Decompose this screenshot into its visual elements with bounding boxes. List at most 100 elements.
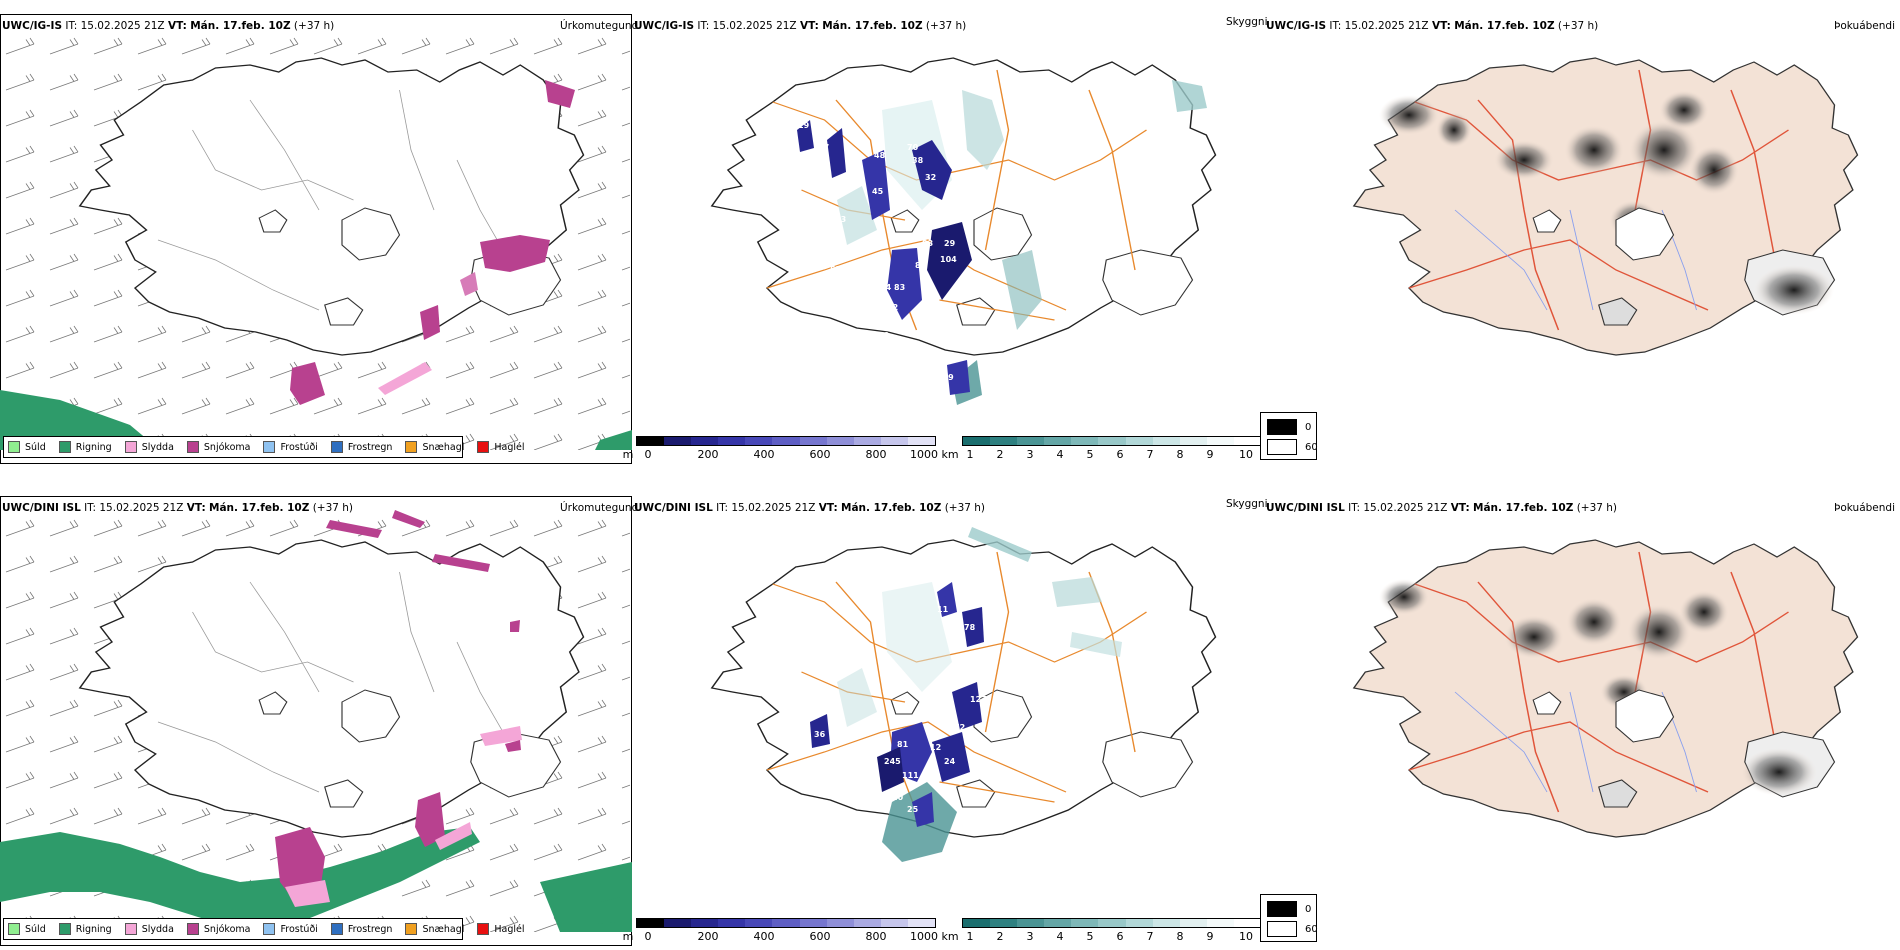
ceiling-value-label: 12	[787, 131, 798, 140]
fog-legend: 0 60	[1260, 894, 1318, 942]
panel-title: UWC/DINI ISL IT: 15.02.2025 21Z VT: Mán.…	[1266, 502, 1618, 514]
fog-panel-top: UWC/IG-IS IT: 15.02.2025 21Z VT: Mán. 17…	[1260, 0, 1896, 460]
legend-item: Snjókoma	[186, 441, 251, 453]
colorbar-tick: 2	[996, 448, 1004, 461]
ceiling-value-label: 84	[880, 283, 892, 292]
legend-swatch	[263, 923, 276, 935]
visibility-colorbar-bar	[962, 436, 1262, 446]
ceiling-value-label: 127	[970, 695, 987, 704]
ceiling-value-label: 104	[940, 255, 957, 264]
colorbar-tick: 800	[865, 448, 887, 461]
legend-swatch	[477, 923, 490, 935]
ceiling-value-label: 29	[944, 239, 956, 248]
legend-swatch	[263, 441, 276, 453]
legend-label: Haglél	[494, 441, 525, 453]
legend-item: Haglél	[477, 441, 525, 453]
legend-swatch	[186, 441, 199, 453]
ceiling-value-label: 10	[962, 670, 974, 679]
panel-title: UWC/IG-IS IT: 15.02.2025 21Z VT: Mán. 17…	[2, 20, 335, 32]
legend-item: Frostúði	[263, 923, 318, 935]
legend-item: Snjókoma	[186, 923, 251, 935]
ceiling-value-label: 18	[906, 863, 918, 872]
ceiling-colorbar: m 0 200 400 600 800 1000	[623, 436, 938, 462]
legend-label: Frostregn	[347, 923, 393, 935]
fog-map-top	[1353, 57, 1859, 356]
legend-swatch	[405, 923, 418, 935]
colorbar-tick: 0	[644, 448, 652, 461]
colorbar-tick: 200	[697, 930, 719, 943]
ceiling-value-label: 29	[942, 617, 954, 626]
fog-legend-item: 0	[1267, 419, 1311, 435]
legend-item: Frostúði	[263, 441, 318, 453]
ceiling-value-label: 11	[937, 605, 949, 614]
legend-label: Frostúði	[280, 923, 318, 935]
fog-legend-label: 0	[1305, 421, 1312, 433]
colorbar-tick: 600	[809, 448, 831, 461]
legend-item: Slydda	[124, 441, 174, 453]
legend-label: Frostúði	[280, 441, 318, 453]
legend-swatch	[58, 441, 71, 453]
panel-title: UWC/IG-IS IT: 15.02.2025 21Z VT: Mán. 17…	[634, 20, 967, 32]
visibility-panel-top: UWC/IG-IS IT: 15.02.2025 21Z VT: Mán. 17…	[623, 0, 1268, 461]
legend-label: Snjókoma	[203, 441, 251, 453]
colorbar-tick: 1	[966, 930, 974, 943]
ceiling-value-label: 83	[894, 283, 905, 292]
colorbar-tick: 9	[1206, 448, 1214, 461]
colorbar-tick: 1000	[910, 930, 938, 943]
panel-title: UWC/DINI ISL IT: 15.02.2025 21Z VT: Mán.…	[634, 502, 986, 514]
ceiling-value-label: 19	[798, 121, 810, 130]
colorbar-tick: 9	[1206, 930, 1214, 943]
legend-label: Rigning	[75, 441, 112, 453]
colorbar-tick: 200	[697, 448, 719, 461]
precip-type-legend: Súld Rigning Slydda Snjókoma Frostúði Fr…	[3, 918, 525, 940]
legend-item: Snæhagl	[405, 923, 464, 935]
ceiling-value-label: 20	[892, 793, 904, 802]
fog-legend-label: 60	[1305, 923, 1318, 935]
ceiling-value-label: 38	[912, 156, 924, 165]
colorbar-tick: 10	[1239, 448, 1253, 461]
legend-swatch	[8, 441, 20, 453]
ceiling-value-label: 109	[937, 373, 954, 382]
fog-legend-swatch	[1267, 419, 1297, 435]
legend-item: Frostregn	[330, 923, 393, 935]
fog-legend-item: 60	[1267, 439, 1318, 455]
legend-swatch	[124, 923, 137, 935]
legend-label: Rigning	[75, 923, 112, 935]
ceiling-value-label: 121	[972, 650, 989, 659]
fog-legend-item: 0	[1267, 901, 1311, 917]
ceiling-value-label: 72	[954, 723, 965, 732]
legend-label: Haglél	[494, 923, 525, 935]
legend-swatch	[405, 441, 418, 453]
precip-panel-bottom: UWC/DINI ISL IT: 15.02.2025 21Z VT: Mán.…	[0, 482, 638, 946]
ceiling-colorbar-bar	[636, 436, 936, 446]
legend-swatch	[8, 923, 20, 935]
legend-swatch	[124, 441, 137, 453]
ceiling-value-label: 12	[887, 303, 898, 312]
ceiling-value-label: 77	[818, 143, 829, 152]
ceiling-value-label: 36	[814, 730, 826, 739]
visibility-colorbar-ticks: km 1 2 3 4 5 6 7 8 9 10	[941, 930, 1262, 944]
colorbar-tick: 10	[1239, 930, 1253, 943]
ceiling-value-label: 55	[830, 265, 842, 274]
colorbar-tick: 8	[1176, 930, 1184, 943]
ceiling-value-label: 18	[792, 153, 804, 162]
legend-label: Slydda	[141, 923, 174, 935]
ceiling-value-label: 24	[922, 219, 934, 228]
panel-variable-label: Þokuábendi	[1834, 20, 1895, 32]
visibility-colorbar-bar	[962, 918, 1262, 928]
colorbar-tick: 0	[644, 930, 652, 943]
legend-label: Súld	[25, 441, 46, 453]
colorbar-unit: km	[941, 930, 959, 943]
fog-legend: 0 60	[1260, 412, 1318, 460]
colorbar-tick: 1	[966, 448, 974, 461]
legend-label: Slydda	[141, 441, 174, 453]
legend-swatch	[330, 923, 343, 935]
legend-label: Snjókoma	[203, 923, 251, 935]
ceiling-value-label: 83	[922, 239, 933, 248]
legend-label: Snæhagl	[422, 441, 465, 453]
colorbar-tick: 3	[1026, 930, 1034, 943]
ceiling-value-label: 111	[902, 771, 919, 780]
fog-legend-label: 0	[1305, 903, 1312, 915]
colorbar-tick: 6	[1116, 448, 1124, 461]
visibility-colorbar: km 1 2 3 4 5 6 7 8 9 10	[941, 436, 1262, 462]
